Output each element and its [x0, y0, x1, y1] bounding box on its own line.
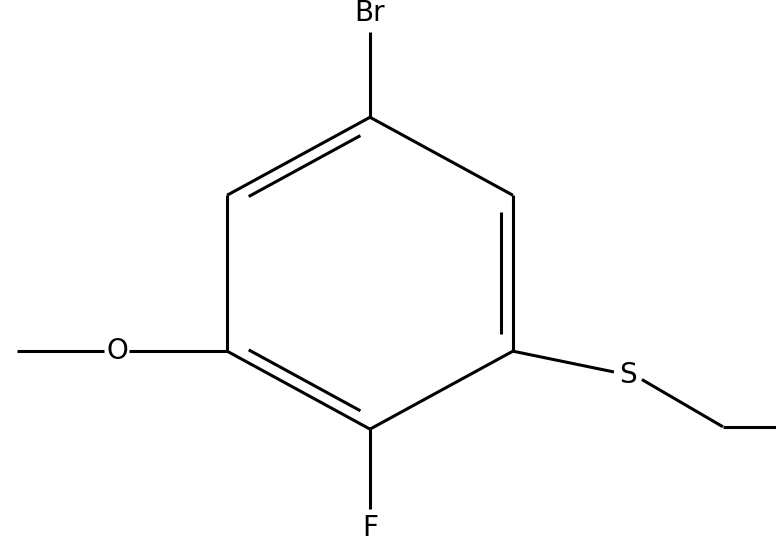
Text: F: F [362, 514, 378, 542]
Text: S: S [619, 361, 636, 389]
Text: O: O [106, 337, 128, 365]
Text: Br: Br [355, 0, 386, 28]
